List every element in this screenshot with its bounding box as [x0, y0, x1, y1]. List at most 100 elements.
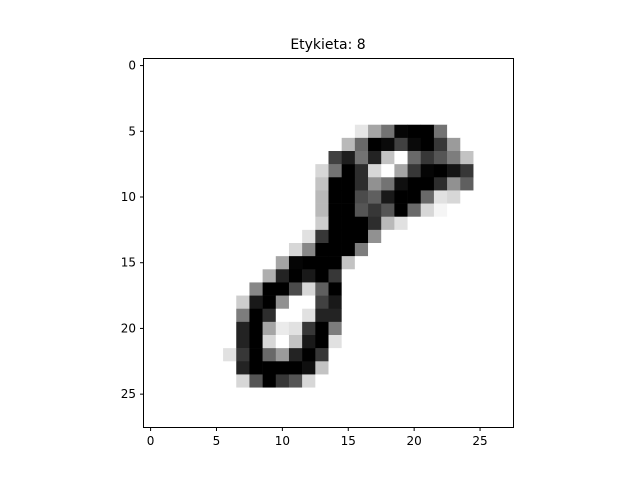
pixel-cell — [223, 111, 237, 126]
pixel-cell — [420, 59, 435, 73]
pixel-cell — [447, 98, 461, 112]
pixel-cell — [354, 282, 369, 296]
pixel-cell — [341, 72, 356, 86]
pixel-cell — [223, 98, 237, 112]
pixel-cell — [170, 111, 184, 126]
pixel-cell — [209, 151, 224, 165]
pixel-cell — [486, 387, 501, 402]
pixel-cell — [473, 295, 487, 310]
pixel-cell — [473, 177, 487, 191]
pixel-cell — [275, 335, 290, 349]
pixel-cell — [262, 203, 277, 218]
pixel-cell — [341, 269, 356, 283]
pixel-cell — [407, 374, 422, 388]
pixel-cell — [275, 282, 290, 296]
pixel-cell — [170, 229, 184, 244]
pixel-cell — [262, 282, 277, 296]
pixel-cell — [368, 361, 382, 375]
pixel-cell — [394, 321, 408, 336]
pixel-cell — [368, 98, 382, 112]
pixel-cell — [209, 124, 224, 139]
pixel-cell — [170, 164, 184, 178]
pixel-cell — [223, 229, 237, 244]
pixel-cell — [157, 348, 171, 362]
pixel-cell — [368, 164, 382, 178]
pixel-cell — [288, 256, 303, 270]
pixel-cell — [236, 269, 250, 283]
pixel-cell — [368, 243, 382, 257]
pixel-cell — [275, 98, 290, 112]
pixel-cell — [420, 374, 435, 388]
pixel-cell — [460, 72, 474, 86]
pixel-cell — [196, 98, 211, 112]
pixel-cell — [183, 256, 198, 270]
pixel-cell — [302, 387, 316, 402]
pixel-cell — [381, 282, 395, 296]
pixel-cell — [183, 190, 198, 204]
pixel-cell — [223, 387, 237, 402]
pixel-cell — [196, 151, 211, 165]
pixel-cell — [460, 361, 474, 375]
pixel-cell — [144, 308, 158, 323]
pixel-cell — [183, 177, 198, 191]
pixel-cell — [170, 85, 184, 99]
pixel-cell — [394, 229, 408, 244]
pixel-cell — [144, 321, 158, 336]
pixel-cell — [328, 335, 342, 349]
pixel-cell — [354, 295, 369, 310]
pixel-cell — [183, 72, 198, 86]
pixel-cell — [499, 348, 514, 362]
pixel-cell — [433, 177, 448, 191]
pixel-cell — [315, 72, 329, 86]
pixel-cell — [499, 335, 514, 349]
pixel-cell — [499, 98, 514, 112]
pixel-cell — [341, 177, 356, 191]
pixel-cell — [249, 387, 263, 402]
pixel-cell — [407, 151, 422, 165]
pixel-cell — [341, 85, 356, 99]
pixel-cell — [302, 282, 316, 296]
pixel-cell — [433, 282, 448, 296]
pixel-cell — [394, 387, 408, 402]
pixel-cell — [157, 374, 171, 388]
pixel-cell — [420, 361, 435, 375]
pixel-cell — [394, 164, 408, 178]
pixel-cell — [486, 243, 501, 257]
pixel-cell — [196, 85, 211, 99]
pixel-cell — [315, 308, 329, 323]
pixel-cell — [473, 374, 487, 388]
pixel-cell — [302, 151, 316, 165]
pixel-cell — [447, 282, 461, 296]
pixel-cell — [262, 374, 277, 388]
pixel-cell — [354, 387, 369, 402]
pixel-cell — [223, 164, 237, 178]
pixel-cell — [447, 387, 461, 402]
pixel-cell — [341, 59, 356, 73]
pixel-cell — [407, 400, 422, 415]
pixel-cell — [499, 177, 514, 191]
pixel-cell — [288, 85, 303, 99]
pixel-cell — [354, 72, 369, 86]
pixel-cell — [209, 269, 224, 283]
pixel-cell — [328, 203, 342, 218]
pixel-cell — [433, 216, 448, 231]
pixel-cell — [368, 137, 382, 152]
pixel-cell — [420, 72, 435, 86]
pixel-cell — [170, 216, 184, 231]
pixel-cell — [144, 295, 158, 310]
pixel-cell — [196, 164, 211, 178]
pixel-cell — [262, 243, 277, 257]
pixel-cell — [486, 111, 501, 126]
pixel-cell — [381, 229, 395, 244]
pixel-cell — [144, 413, 158, 428]
pixel-cell — [262, 295, 277, 310]
pixel-cell — [315, 229, 329, 244]
pixel-cell — [223, 321, 237, 336]
pixel-cell — [473, 387, 487, 402]
pixel-cell — [499, 151, 514, 165]
pixel-cell — [433, 243, 448, 257]
pixel-cell — [499, 216, 514, 231]
pixel-cell — [328, 321, 342, 336]
pixel-cell — [157, 321, 171, 336]
pixel-cell — [473, 59, 487, 73]
